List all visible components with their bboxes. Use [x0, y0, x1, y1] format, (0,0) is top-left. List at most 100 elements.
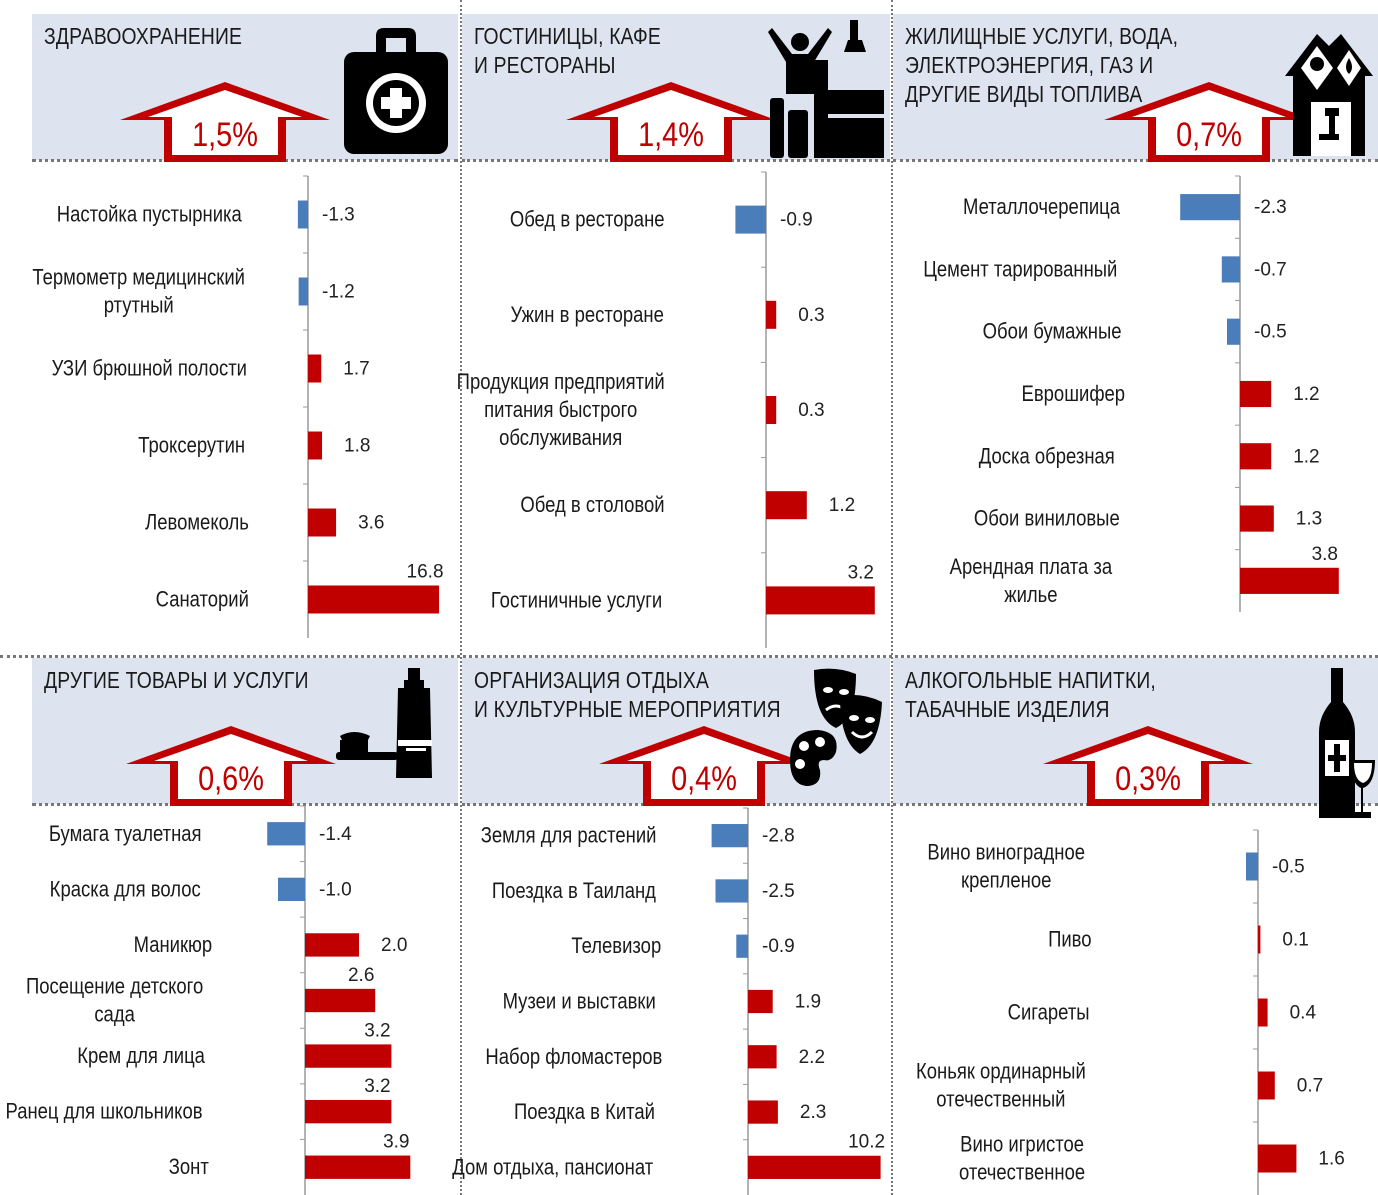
headline-value: 1,4% [638, 115, 704, 154]
category-label: Посещение детского сада [26, 975, 203, 1027]
category-label: Маникюр [134, 934, 213, 958]
bar [308, 431, 323, 460]
bar [267, 822, 305, 846]
bar [1221, 256, 1240, 283]
panel-leisure-culture: ОРГАНИЗАЦИЯ ОТДЫХА И КУЛЬТУРНЫЕ МЕРОПРИЯ… [452, 658, 890, 1195]
house-utilities-icon [1285, 34, 1373, 156]
category-label: Ужин в ресторане [511, 303, 664, 327]
category-label: Левомеколь [145, 511, 249, 535]
value-label: 2.0 [381, 935, 407, 956]
category-label: Земля для растений [481, 824, 657, 848]
bar [1258, 998, 1268, 1027]
value-label: -2.8 [762, 826, 795, 847]
bar [711, 824, 748, 848]
category-label: Обед в ресторане [510, 208, 665, 232]
bar [1258, 925, 1261, 954]
bar [1246, 852, 1258, 881]
bar [1258, 1144, 1297, 1173]
value-label: 3.2 [364, 1076, 390, 1097]
bar-chart: -2.3 Металлочерепица -0.7 Цемент тарированн… [923, 175, 1339, 612]
bar [1240, 567, 1339, 594]
panel-healthcare: ЗДРАВООХРАНЕНИЕ 1,5% -1.3 Настойка пустыр… [32, 14, 458, 654]
panel-hotels-cafes: ГОСТИНИЦЫ, КАФЕ И РЕСТОРАНЫ 1,4% -0.9 Обе… [457, 14, 890, 654]
value-label: -1.2 [322, 282, 355, 303]
bar [1240, 380, 1272, 408]
category-label: Гостиничные услуги [491, 589, 662, 613]
category-label: Продукция предприятий питания быстрого обс… [457, 371, 665, 451]
value-label: -0.9 [780, 210, 813, 231]
bar [305, 933, 359, 957]
value-label: 1.8 [344, 436, 370, 457]
headline-badge: 0,3% [1043, 726, 1253, 806]
bar-chart: -1.4 Бумага туалетная -1.0 Краска для волос… [5, 805, 411, 1195]
value-label: 0.7 [1297, 1076, 1323, 1097]
category-label: Вино виноградное крепленое [927, 841, 1085, 893]
value-label: -0.5 [1254, 322, 1287, 343]
category-label: Ранец для школьников [5, 1100, 202, 1124]
value-label: 0.3 [798, 305, 824, 326]
bar [748, 1155, 881, 1179]
headline-badge: 1,4% [566, 82, 776, 162]
value-label: 3.2 [364, 1020, 390, 1041]
category-label: Дом отдыха, пансионат [452, 1156, 653, 1180]
wine-bottle-glass-icon [1319, 668, 1375, 818]
bar [308, 585, 440, 614]
value-label: -2.5 [762, 881, 795, 902]
bar [305, 988, 376, 1013]
value-label: 1.2 [1293, 446, 1319, 467]
value-label: -1.3 [322, 205, 355, 226]
panel-title: АЛКОГОЛЬНЫЕ НАПИТКИ, ТАБАЧНЫЕ ИЗДЕЛИЯ [905, 667, 1156, 722]
header-divider [893, 159, 1378, 162]
bar [1180, 194, 1240, 221]
category-label: Доска обрезная [979, 445, 1115, 469]
category-label: Пиво [1048, 928, 1091, 952]
value-label: -0.9 [762, 936, 795, 957]
panel-title: ЖИЛИЩНЫЕ УСЛУГИ, ВОДА, ЭЛЕКТРОЭНЕРГИЯ, Г… [905, 23, 1179, 107]
value-label: 1.2 [829, 495, 855, 516]
bar [305, 1155, 411, 1179]
bar-chart: -2.8 Земля для растений -2.5 Поездка в Таил… [452, 807, 885, 1195]
bar [308, 508, 337, 537]
category-label: Обои виниловые [974, 507, 1120, 531]
panel-title: ДРУГИЕ ТОВАРЫ И УСЛУГИ [44, 667, 309, 693]
category-label: Бумага туалетная [49, 822, 202, 846]
panel-other-goods: ДРУГИЕ ТОВАРЫ И УСЛУГИ 0,6% -1.4 Бумага т… [5, 658, 458, 1195]
theater-masks-palette-icon [790, 668, 882, 786]
bar [305, 1044, 392, 1068]
column-divider-left [460, 0, 462, 1195]
bar [1240, 505, 1274, 532]
category-label: Металлочерепица [963, 196, 1121, 220]
category-label: Обои бумажные [983, 320, 1122, 344]
value-label: -2.3 [1254, 197, 1287, 218]
category-label: Еврошифер [1022, 383, 1126, 407]
category-label: Настойка пустырника [57, 203, 243, 227]
panel-title: ЗДРАВООХРАНЕНИЕ [44, 23, 243, 49]
category-label: Поездка в Китай [514, 1101, 655, 1125]
value-label: 1.2 [1293, 384, 1319, 405]
bar [748, 989, 773, 1014]
category-label: Зонт [169, 1156, 209, 1180]
row-divider [0, 655, 1378, 658]
value-label: 0.1 [1282, 930, 1308, 951]
category-label: Цемент тарированный [923, 258, 1117, 282]
category-label: УЗИ брюшной полости [52, 357, 247, 381]
bar [1227, 318, 1240, 345]
headline-badge: 1,5% [120, 82, 330, 162]
category-label: Телевизор [571, 935, 661, 959]
value-label: -1.0 [319, 879, 352, 900]
headline-value: 1,5% [192, 115, 258, 154]
category-label: Крем для лица [77, 1045, 205, 1069]
value-label: -0.5 [1272, 857, 1305, 878]
first-aid-kit-icon [344, 28, 448, 154]
bar [766, 300, 777, 329]
panel-header: ЖИЛИЩНЫЕ УСЛУГИ, ВОДА, ЭЛЕКТРОЭНЕРГИЯ, Г… [893, 14, 1378, 160]
hotel-traveler-icon [768, 20, 884, 158]
bar [736, 934, 748, 958]
category-label: Музеи и выставки [503, 990, 656, 1014]
bar [308, 354, 322, 383]
bar [297, 200, 308, 229]
category-label: Краска для волос [50, 878, 201, 902]
bar [715, 879, 748, 903]
headline-value: 0,6% [198, 759, 264, 798]
value-label: 3.6 [358, 513, 384, 534]
